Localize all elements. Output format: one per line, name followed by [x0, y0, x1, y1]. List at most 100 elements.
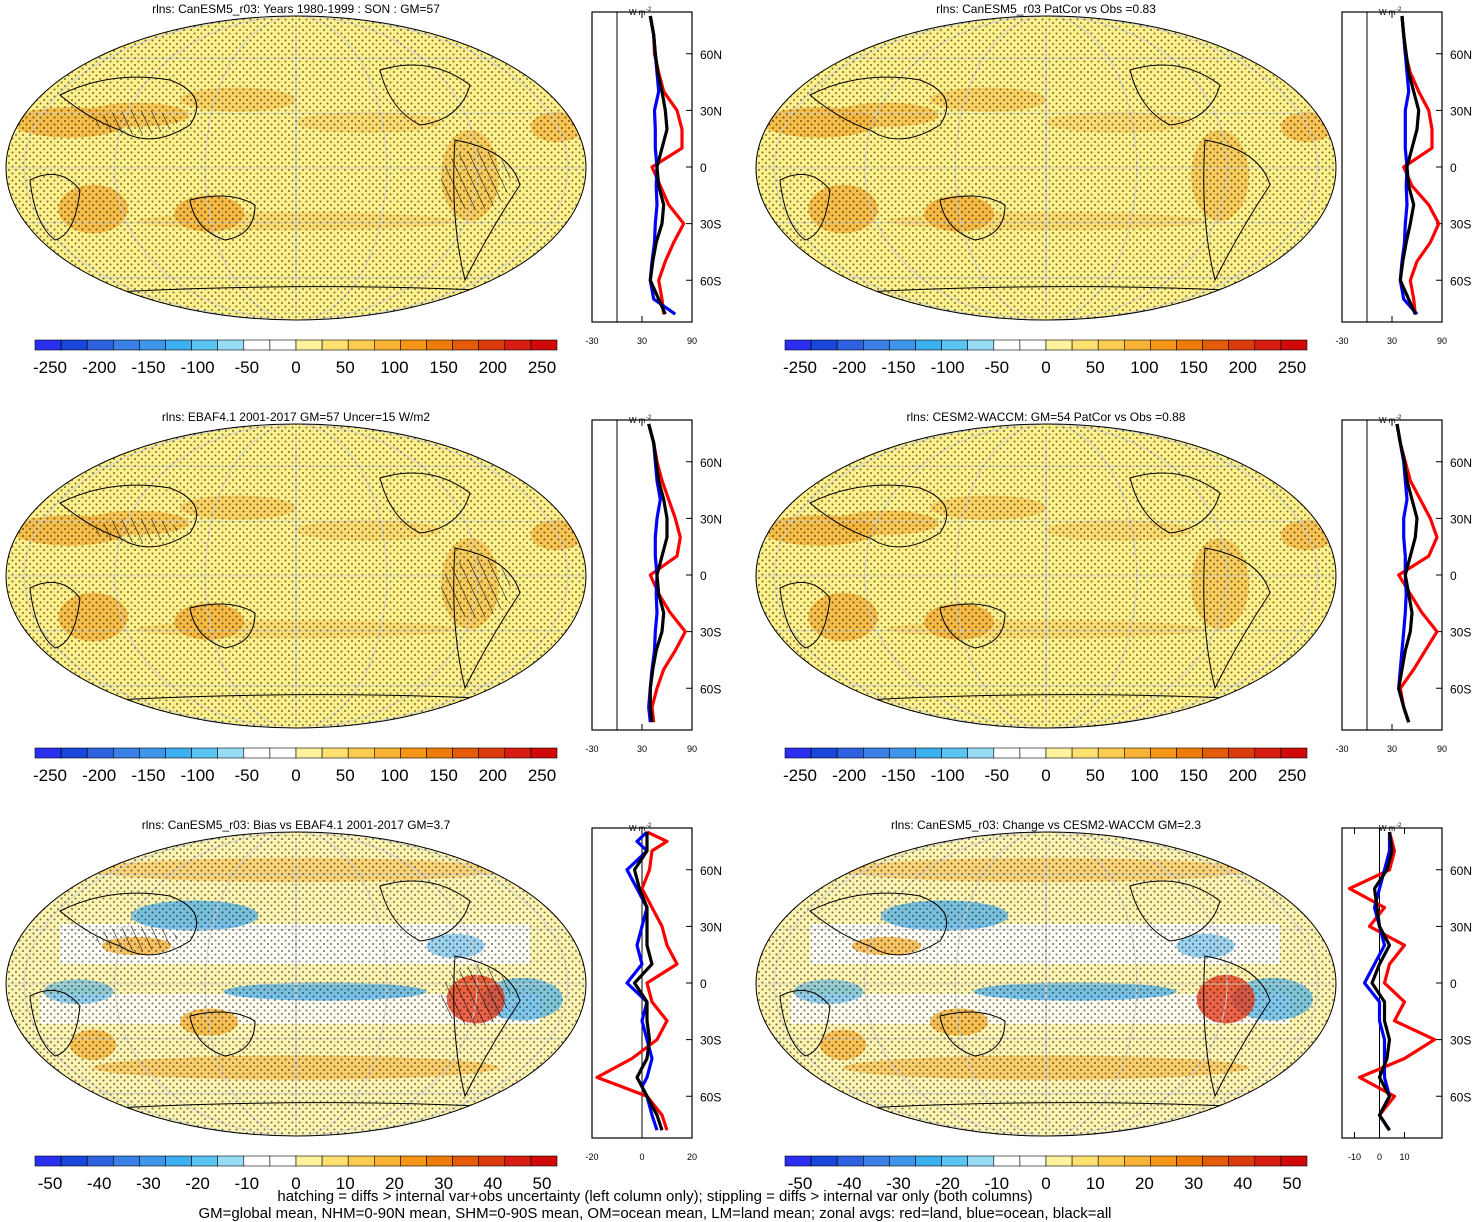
land-line: [647, 423, 687, 723]
zonal-plot: W m -2 -20 0 20 60N 30N 0 30S 60S: [585, 823, 722, 1162]
colorbar-swatch: [426, 747, 453, 759]
colorbar-swatch: [1097, 339, 1125, 351]
x-tick-label: -30: [585, 744, 598, 754]
y-tick-label: 30S: [1450, 626, 1471, 640]
coastline: [59, 76, 198, 140]
colorbar-label: -50: [788, 1174, 813, 1193]
all-line: [648, 15, 669, 315]
units-exponent: -2: [646, 415, 652, 421]
colorbar-swatch: [836, 747, 864, 759]
colorbar-label: -250: [33, 766, 67, 785]
colorbar-swatch: [941, 1155, 969, 1167]
panel-title: rlns: CanESM5_r03 PatCor vs Obs =0.83: [936, 2, 1156, 16]
colorbar-swatch: [217, 339, 245, 351]
units-exponent: -2: [646, 7, 652, 13]
colorbar-swatch: [530, 1155, 558, 1167]
colorbar-label: -100: [181, 358, 215, 377]
colorbar-swatch: [1097, 747, 1125, 759]
colorbar-swatch: [1123, 339, 1151, 351]
y-tick-label: 30S: [700, 1034, 721, 1048]
hatching: [441, 149, 511, 211]
coastline: [1203, 547, 1271, 690]
colorbar-label: 50: [1283, 1174, 1302, 1193]
colorbar-swatch: [1150, 1155, 1177, 1167]
map-content: [756, 16, 1336, 320]
colorbar-swatch: [1071, 1155, 1099, 1167]
panel-title: rlns: CanESM5_r03: Years 1980-1999 : SON…: [152, 2, 440, 16]
colorbar-swatch: [915, 1155, 942, 1167]
y-tick-label: 0: [1450, 161, 1457, 175]
colorbar-label: 200: [479, 358, 507, 377]
map-border: [755, 831, 1337, 1137]
ocean-line: [1362, 832, 1392, 1132]
colorbar: -50 -40 -30 -20 -10 0 10 20 30 40 50: [784, 1155, 1308, 1193]
coastline: [189, 195, 256, 241]
colorbar-swatch: [1176, 339, 1203, 351]
colorbar-label: 200: [479, 766, 507, 785]
zonal-frame: [591, 11, 693, 323]
colorbar-label: 250: [528, 358, 556, 377]
coastline: [1203, 955, 1271, 1098]
colorbar-label: 20: [1135, 1174, 1154, 1193]
colorbar-label: 0: [291, 358, 300, 377]
y-tick-label: 30N: [1450, 104, 1472, 118]
all-line: [1398, 15, 1421, 315]
coastline: [779, 989, 831, 1057]
colorbar-label: 150: [429, 358, 457, 377]
hatching: [95, 926, 178, 951]
land-line: [1347, 831, 1437, 1132]
units-label: W m: [1379, 416, 1396, 425]
units-label: W m: [1379, 824, 1396, 833]
coastline: [59, 484, 198, 548]
colorbar-label: 100: [380, 358, 408, 377]
map-content: [756, 832, 1336, 1136]
y-tick-label: 60N: [700, 456, 722, 470]
colorbar-swatch: [60, 747, 88, 759]
panel-5: rlns: CanESM5_r03: Change vs CESM2-WACCM…: [755, 818, 1472, 1193]
coastline: [453, 547, 521, 690]
panel-0: rlns: CanESM5_r03: Years 1980-1999 : SON…: [5, 2, 722, 377]
colorbar-swatch: [165, 1155, 192, 1167]
colorbar-swatch: [478, 1155, 506, 1167]
x-tick-label: -30: [1335, 336, 1348, 346]
colorbar-swatch: [1123, 1155, 1151, 1167]
panel-title: rlns: CanESM5_r03: Change vs CESM2-WACCM…: [891, 818, 1201, 832]
x-tick-label: 90: [1437, 336, 1447, 346]
colorbar-label: 150: [1179, 766, 1207, 785]
map: [5, 423, 587, 729]
colorbar-swatch: [967, 747, 995, 759]
colorbar-label: 250: [1278, 358, 1306, 377]
x-tick-label: 0: [1377, 1152, 1382, 1162]
colorbar-label: 100: [1130, 358, 1158, 377]
footer-line-2: GM=global mean, NHM=0-90N mean, SHM=0-90…: [198, 1205, 1112, 1222]
colorbar-label: 50: [533, 1174, 552, 1193]
colorbar-label: 50: [336, 766, 355, 785]
colorbar-swatch: [478, 747, 506, 759]
colorbar-label: 0: [1041, 766, 1050, 785]
all-line: [1395, 423, 1419, 723]
colorbar-swatch: [1071, 339, 1099, 351]
zonal-plot: W m -2 -30 30 90 60N 30N 0 30S 60S: [585, 7, 722, 346]
colorbar-swatch: [452, 747, 480, 759]
y-tick-label: 60S: [1450, 682, 1471, 696]
map-content: [6, 832, 586, 1136]
y-tick-label: 60S: [1450, 1090, 1471, 1104]
colorbar-swatch: [295, 1155, 323, 1167]
coastline: [1203, 139, 1271, 282]
panel-3: rlns: CESM2-WACCM: GM=54 PatCor vs Obs =…: [755, 410, 1472, 785]
colorbar-label: -150: [131, 766, 165, 785]
colorbar-swatch: [1176, 747, 1203, 759]
colorbar-label: 0: [291, 1174, 300, 1193]
colorbar-swatch: [1071, 747, 1099, 759]
coastline: [379, 472, 471, 534]
units-exponent: -2: [1396, 823, 1402, 829]
colorbar-swatch: [836, 339, 864, 351]
colorbar-swatch: [1097, 1155, 1125, 1167]
colorbar-swatch: [504, 747, 532, 759]
units-exponent: -2: [646, 823, 652, 829]
coastline: [939, 195, 1006, 241]
colorbar-swatch: [191, 1155, 219, 1167]
colorbar-swatch: [86, 1155, 114, 1167]
coastline: [1129, 64, 1221, 126]
y-tick-label: 60S: [700, 1090, 721, 1104]
